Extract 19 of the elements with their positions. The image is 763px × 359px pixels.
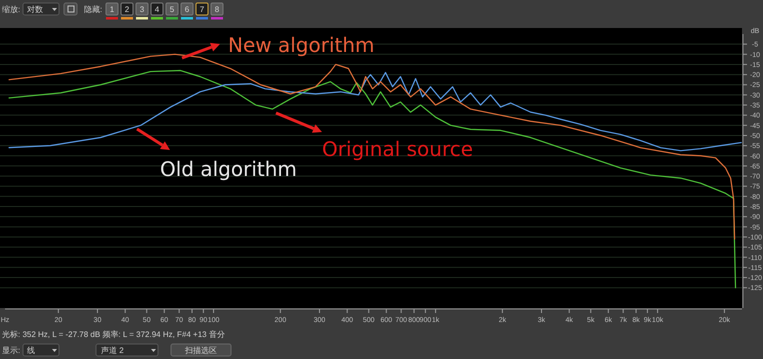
text: 4 [154, 5, 160, 14]
text: 隐藏: [84, 5, 102, 14]
text: 8 [214, 5, 220, 14]
text: 缩放: [2, 5, 20, 14]
text: 光标: 352 Hz, L = -27.78 dB 频率: L = 372.94 Hz, F#4 +13 音分 [2, 330, 225, 339]
series-label: New algorithm [228, 33, 375, 57]
text: 线 [27, 346, 35, 355]
series-label: Old algorithm [160, 157, 297, 181]
text: 显示: [2, 346, 20, 355]
text: 对数 [27, 5, 43, 14]
text: 2 [124, 5, 130, 14]
text: 声道 2 [101, 346, 124, 355]
text: 扫描选区 [184, 346, 217, 355]
text: 7 [200, 5, 205, 14]
text: 5 [170, 5, 175, 14]
series-label: Original source [322, 137, 474, 161]
text: 1 [110, 5, 115, 14]
text: 3 [140, 5, 145, 14]
text: 6 [184, 5, 190, 14]
